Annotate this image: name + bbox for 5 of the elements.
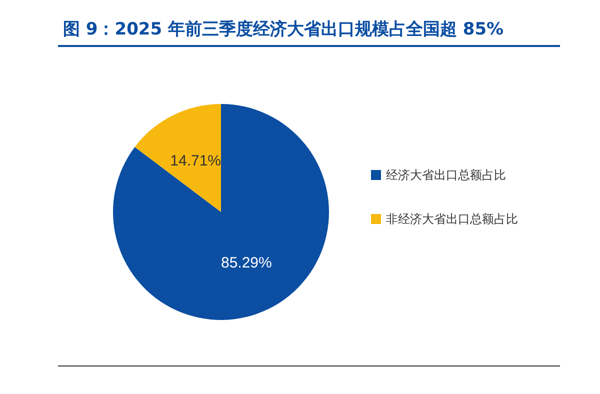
legend-label: 非经济大省出口总额占比 — [386, 212, 518, 226]
data-label: 85.29% — [220, 254, 272, 272]
chart-title: 图 9：2025 年前三季度经济大省出口规模占全国超 85% — [63, 20, 504, 40]
legend-label: 经济大省出口总额占比 — [386, 168, 506, 182]
data-label: 14.71% — [170, 152, 222, 170]
